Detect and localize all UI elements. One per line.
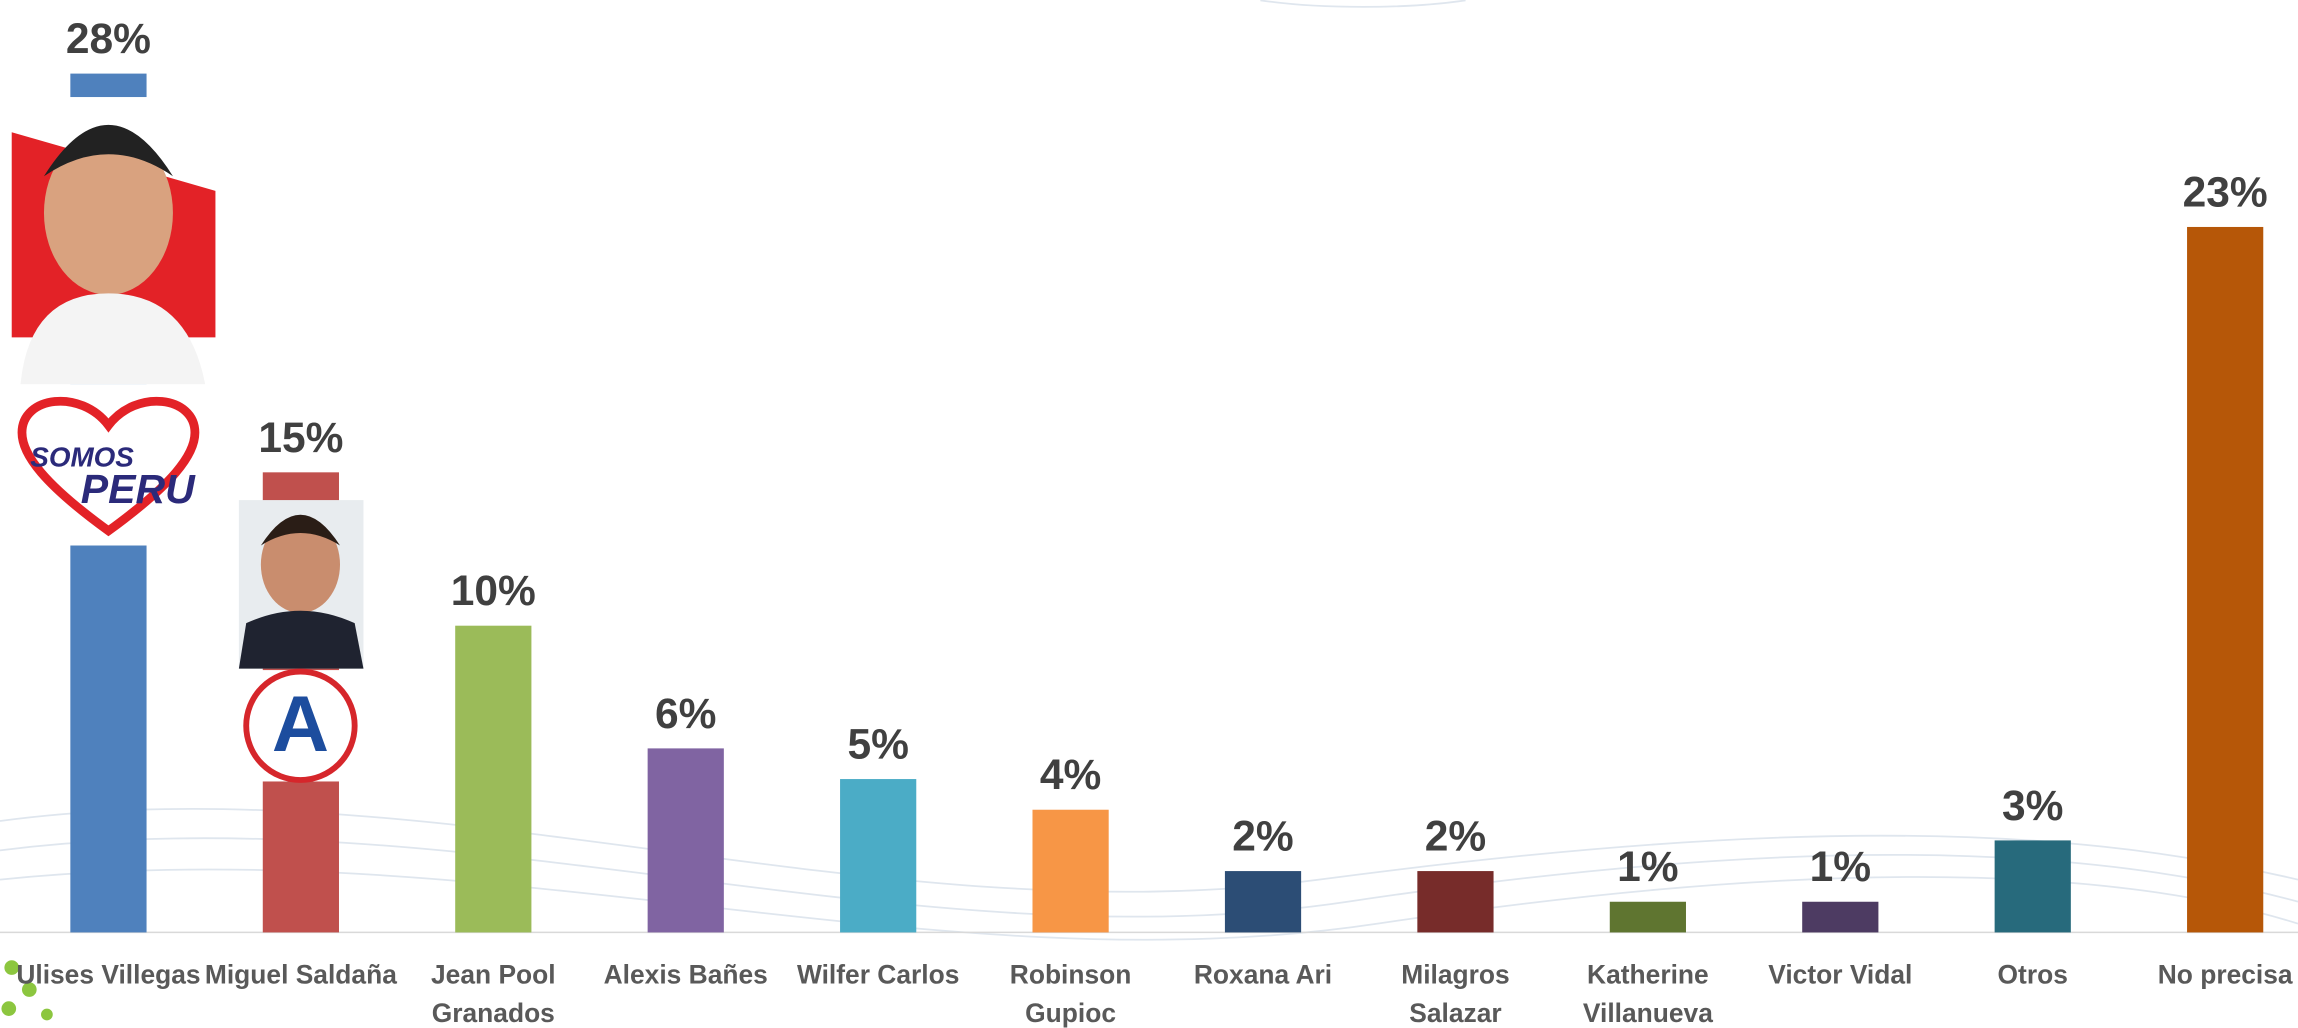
x-tick-label: Victor Vidal: [1768, 960, 1912, 990]
bar: [1032, 809, 1109, 933]
value-label: 2%: [1232, 814, 1293, 861]
x-tick-label: Alexis Bañes: [604, 960, 768, 990]
party-logo: SOMOS PERU: [11, 384, 216, 546]
value-label: 15%: [258, 415, 343, 462]
value-label: 6%: [655, 691, 716, 738]
bar: [2187, 226, 2264, 933]
bar: [1802, 901, 1879, 933]
value-label: 23%: [2183, 169, 2268, 216]
bar: [1994, 840, 2071, 933]
x-tick-label: Miguel Saldaña: [205, 960, 397, 990]
logo-text: PERU: [81, 466, 196, 512]
value-label: 2%: [1425, 814, 1486, 861]
bar: [1417, 871, 1494, 933]
logo-text: SOMOS: [30, 441, 134, 472]
bar: [647, 748, 724, 933]
value-label: 10%: [451, 568, 536, 615]
value-label: 5%: [847, 722, 908, 769]
value-label: 3%: [2002, 783, 2063, 830]
value-label: 1%: [1810, 844, 1871, 891]
candidate-photo: [238, 500, 364, 669]
bar: [840, 779, 917, 933]
x-tick-label: Jean Pool Granados: [431, 960, 556, 1028]
x-tick-label: Katherine Villanueva: [1583, 960, 1713, 1028]
bar: [455, 625, 532, 933]
value-label: 1%: [1617, 844, 1678, 891]
value-label: 28%: [66, 16, 151, 63]
x-tick-label: Roxana Ari: [1194, 960, 1332, 990]
x-tick-label: Otros: [1998, 960, 2068, 990]
candidate-photo: [11, 97, 216, 385]
bar: [1224, 871, 1302, 933]
x-tick-label: Wilfer Carlos: [797, 960, 959, 990]
logo-text: A: [272, 679, 329, 768]
x-tick-label: No precisa: [2158, 960, 2293, 990]
bar: [1609, 901, 1686, 933]
bars: [70, 73, 2264, 933]
x-tick-label: Milagros Salazar: [1401, 960, 1509, 1028]
background-waves: [0, 0, 2298, 941]
x-tick-label: Ulises Villegas: [16, 960, 200, 990]
value-label: 4%: [1040, 752, 1101, 799]
deco-dots: [1, 960, 53, 1021]
party-logo: A: [238, 668, 364, 783]
x-tick-label: Robinson Gupioc: [1010, 960, 1132, 1028]
